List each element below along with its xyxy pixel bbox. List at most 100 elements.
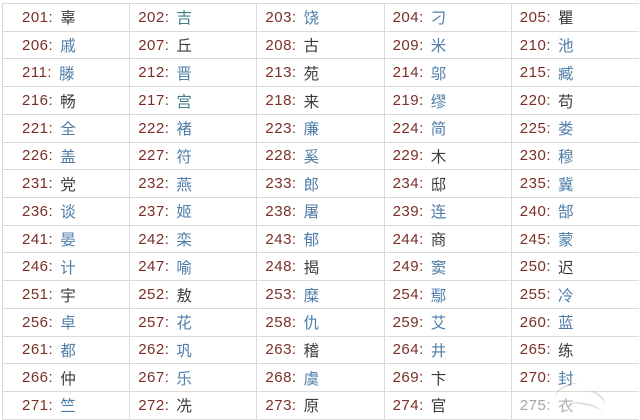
table-cell: 269: 卞 [384, 364, 512, 393]
rank-number: 227: [138, 147, 170, 165]
surname-character: 冀 [558, 176, 574, 194]
surname-grid: 201: 辜 202: 吉 203: 饶 204: 刁 205: 瞿 206: 戚 207: 丘 208: 古… [3, 4, 639, 420]
surname-character: 郁 [303, 232, 320, 250]
surname-character: 竺 [60, 398, 76, 416]
rank-number: 226: [22, 147, 54, 165]
table-cell: 243: 郁 [257, 225, 385, 254]
rank-number: 215: [519, 64, 551, 82]
surname-character: 谈 [60, 204, 76, 222]
surname-character: 屠 [303, 204, 320, 222]
table-cell: 228: 奚 [257, 142, 385, 171]
rank-number: 264: [392, 341, 424, 359]
rank-number: 252: [138, 286, 170, 304]
table-cell: 258: 仇 [257, 308, 385, 337]
rank-number: 231: [22, 175, 54, 193]
rank-number: 216: [22, 92, 54, 110]
surname-character: 畅 [60, 93, 76, 111]
table-cell: 255: 冷 [511, 281, 639, 309]
table-cell: 226: 盖 [3, 142, 131, 171]
surname-character: 滕 [59, 65, 75, 83]
rank-number: 271: [22, 396, 54, 414]
surname-character: 蒙 [558, 232, 574, 250]
surname-character: 练 [558, 342, 574, 360]
table-cell: 257: 花 [130, 308, 258, 337]
surname-character: 巩 [176, 342, 192, 360]
rank-number: 251: [22, 286, 54, 304]
table-cell: 249: 窦 [384, 253, 512, 282]
surname-character: 虞 [303, 370, 320, 388]
surname-character: 卞 [430, 370, 447, 388]
surname-character: 井 [430, 342, 447, 360]
rank-number: 248: [265, 258, 297, 276]
table-cell: 216: 畅 [3, 87, 131, 115]
rank-number: 245: [519, 230, 551, 248]
table-cell: 261: 都 [3, 336, 131, 365]
rank-number: 243: [265, 230, 297, 248]
rank-number: 213: [265, 64, 297, 82]
rank-number: 257: [138, 313, 170, 331]
rank-number: 219: [392, 92, 424, 110]
surname-character: 池 [558, 38, 574, 56]
surname-character: 党 [60, 176, 76, 194]
table-cell: 233: 郎 [257, 170, 385, 199]
table-cell: 214: 邬 [384, 59, 512, 88]
table-cell: 203: 饶 [257, 4, 385, 32]
table-cell: 268: 虞 [257, 364, 385, 393]
table-cell: 262: 巩 [130, 336, 258, 365]
table-cell: 219: 缪 [384, 87, 512, 115]
rank-number: 210: [519, 36, 551, 54]
table-cell: 227: 符 [130, 142, 258, 171]
table-cell: 238: 屠 [257, 198, 385, 226]
rank-number: 249: [392, 258, 424, 276]
surname-character: 燕 [176, 176, 192, 194]
table-cell: 266: 仲 [3, 364, 131, 393]
surname-character: 戚 [60, 38, 76, 56]
table-cell: 211: 滕 [3, 59, 131, 88]
table-cell: 263: 稽 [257, 336, 385, 365]
table-cell: 204: 刁 [384, 4, 512, 32]
rank-number: 254: [392, 286, 424, 304]
rank-number: 266: [22, 369, 54, 387]
rank-number: 206: [22, 36, 54, 54]
rank-number: 201: [22, 8, 54, 26]
table-cell: 245: 蒙 [511, 225, 639, 254]
surname-character: 都 [60, 342, 76, 360]
table-cell: 215: 臧 [511, 59, 639, 88]
table-cell: 244: 商 [384, 225, 512, 254]
rank-number: 207: [138, 36, 170, 54]
table-cell: 201: 辜 [3, 4, 131, 32]
rank-number: 230: [519, 147, 551, 165]
surname-character: 木 [430, 148, 447, 166]
table-cell: 251: 宇 [3, 281, 131, 309]
rank-number: 238: [265, 202, 297, 220]
rank-number: 208: [265, 36, 297, 54]
table-cell: 206: 戚 [3, 31, 131, 60]
surname-character: 商 [430, 232, 447, 250]
surname-character: 鄢 [430, 287, 447, 305]
surname-character: 褚 [176, 121, 192, 139]
table-cell: 222: 褚 [130, 114, 258, 143]
rank-number: 258: [265, 313, 297, 331]
surname-character: 连 [430, 204, 447, 222]
rank-number: 220: [519, 92, 551, 110]
surname-character: 仲 [60, 370, 76, 388]
rank-number: 242: [138, 230, 170, 248]
table-cell: 270: 封 [511, 364, 639, 393]
rank-number: 255: [519, 286, 551, 304]
surname-character: 计 [60, 259, 76, 277]
rank-number: 205: [519, 8, 551, 26]
rank-number: 212: [138, 64, 170, 82]
surname-character: 栾 [176, 232, 192, 250]
surname-character: 臧 [558, 65, 574, 83]
surname-character: 晏 [60, 232, 76, 250]
surname-character: 郎 [303, 176, 320, 194]
rank-number: 261: [22, 341, 54, 359]
surname-character: 全 [60, 121, 76, 139]
surname-character: 冷 [558, 287, 574, 305]
rank-number: 221: [22, 119, 54, 137]
rank-number: 223: [265, 119, 297, 137]
rank-number: 222: [138, 119, 170, 137]
rank-number: 265: [519, 341, 551, 359]
surname-character: 卓 [60, 315, 76, 333]
table-cell: 240: 郜 [511, 198, 639, 226]
